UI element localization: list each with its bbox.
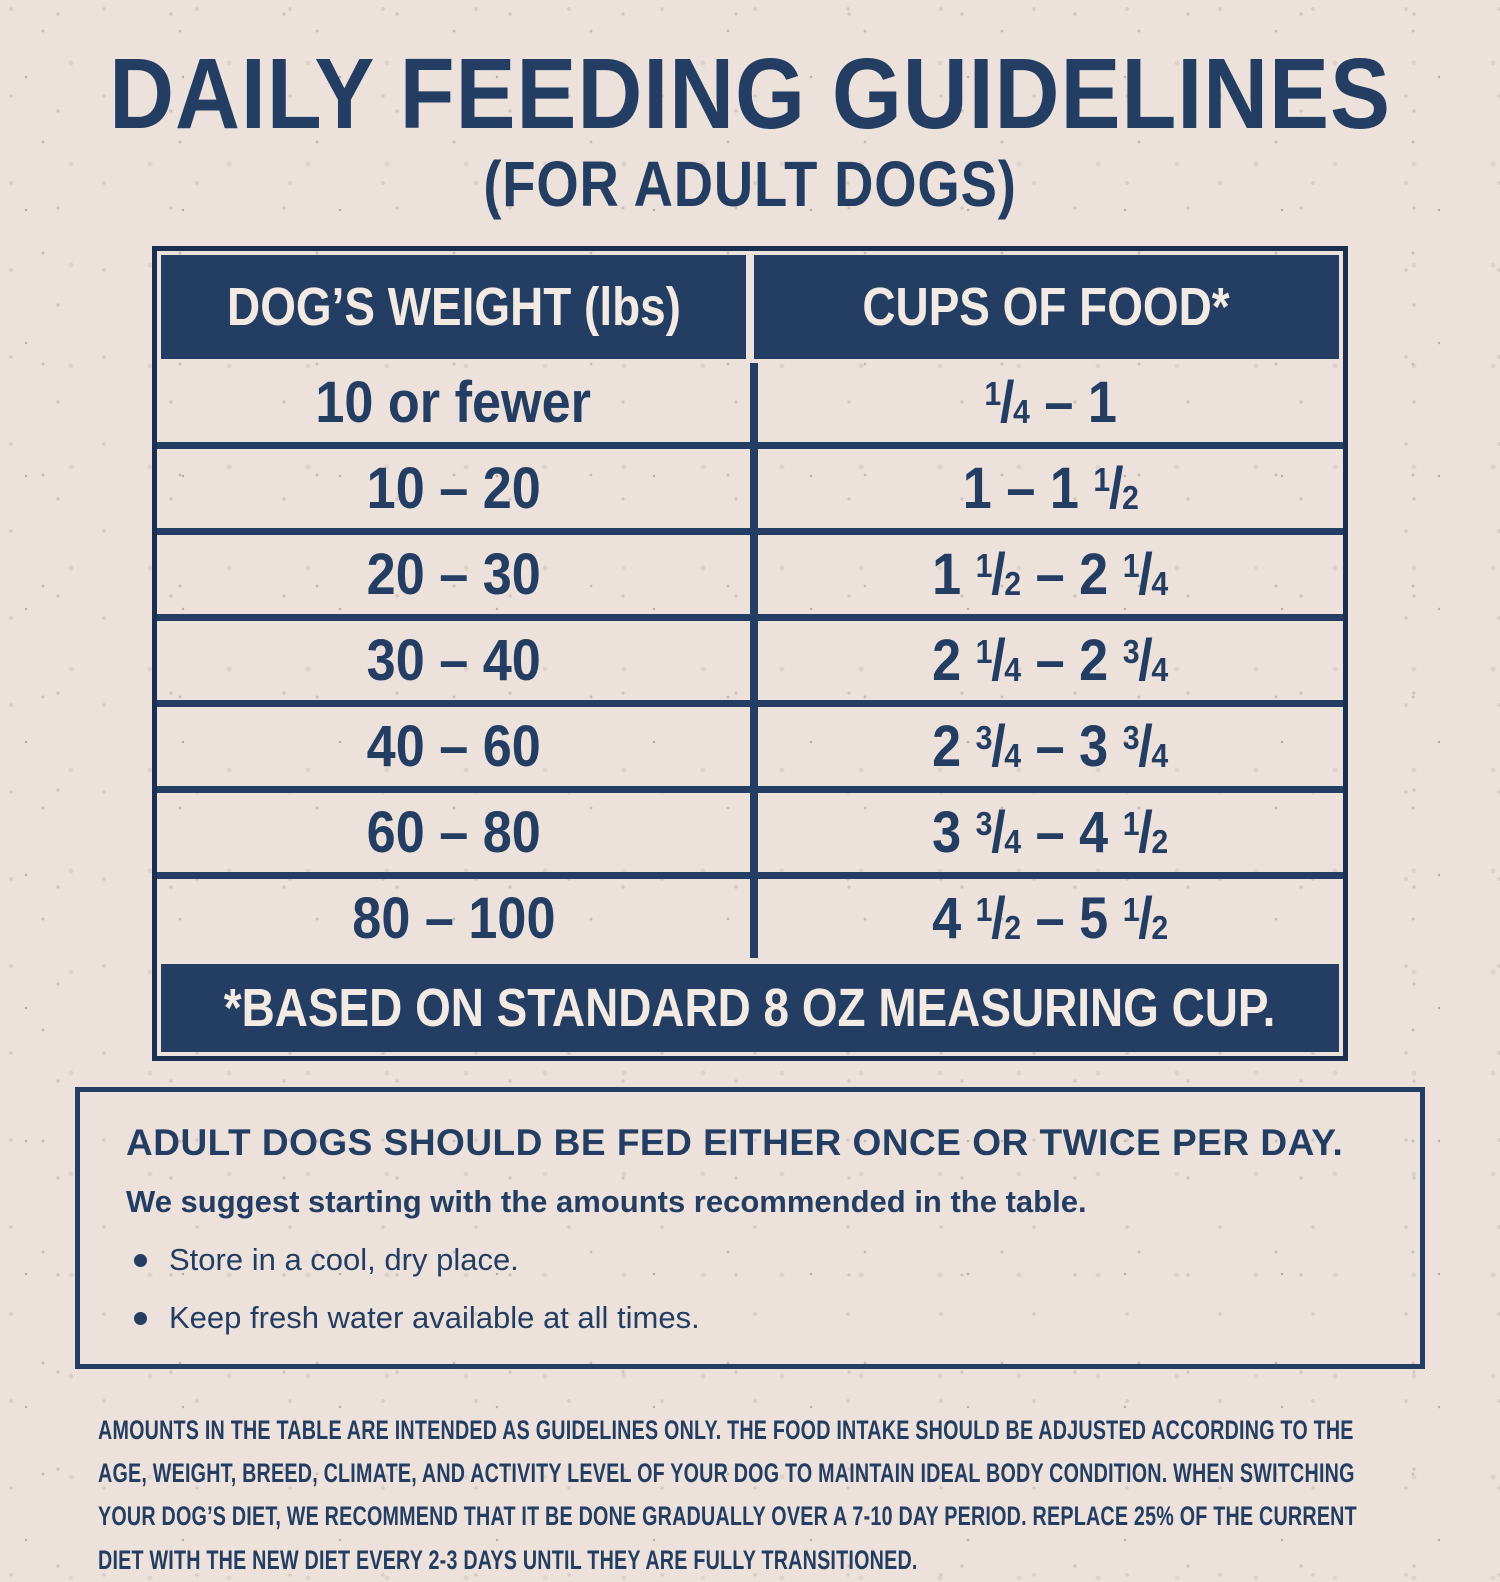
cups-value: 2 3/4 – 3 3/4 — [932, 714, 1169, 779]
weight-cell: 40 – 60 — [157, 707, 750, 786]
header-cups-of-food-label: CUPS OF FOOD* — [862, 277, 1231, 337]
list-item: Keep fresh water available at all times. — [126, 1300, 1374, 1336]
weight-value: 80 – 100 — [351, 886, 556, 951]
bullet-text: Keep fresh water available at all times. — [169, 1300, 700, 1335]
table-row: 40 – 60 2 3/4 – 3 3/4 — [157, 700, 1343, 786]
weight-cell: 10 – 20 — [157, 449, 750, 528]
disclaimer-section: AMOUNTS IN THE TABLE ARE INTENDED AS GUI… — [98, 1409, 1402, 1582]
table-row: 10 – 20 1 – 1 1/2 — [157, 442, 1343, 528]
cups-value: 4 1/2 – 5 1/2 — [932, 886, 1169, 951]
header-cups-of-food: CUPS OF FOOD* — [754, 255, 1339, 359]
feeding-table-body: 10 or fewer 1/4 – 1 10 – 20 1 – 1 1/2 20… — [157, 363, 1343, 958]
bullet-dot-icon — [134, 1311, 147, 1325]
header-dogs-weight-label: DOG’S WEIGHT (lbs) — [226, 277, 681, 337]
info-subheading: We suggest starting with the amounts rec… — [126, 1184, 1087, 1219]
weight-cell: 80 – 100 — [157, 879, 750, 958]
table-row: 80 – 100 4 1/2 – 5 1/2 — [157, 872, 1343, 958]
header-column-divider — [746, 255, 754, 359]
info-bullet-list: Store in a cool, dry place. Keep fresh w… — [126, 1242, 1374, 1336]
feeding-table: DOG’S WEIGHT (lbs) CUPS OF FOOD* 10 or f… — [152, 246, 1348, 1061]
weight-value: 30 – 40 — [366, 628, 541, 693]
cups-cell: 2 1/4 – 2 3/4 — [750, 621, 1343, 700]
table-footnote-bar: *BASED ON STANDARD 8 OZ MEASURING CUP. — [161, 964, 1339, 1052]
header-dogs-weight: DOG’S WEIGHT (lbs) — [161, 255, 746, 359]
list-item: Store in a cool, dry place. — [126, 1242, 1374, 1278]
cups-cell: 3 3/4 – 4 1/2 — [750, 793, 1343, 872]
info-heading: ADULT DOGS SHOULD BE FED EITHER ONCE OR … — [126, 1122, 1344, 1163]
cups-cell: 1 – 1 1/2 — [750, 449, 1343, 528]
weight-value: 10 or fewer — [315, 370, 592, 435]
cups-cell: 1 1/2 – 2 1/4 — [750, 535, 1343, 614]
table-row: 10 or fewer 1/4 – 1 — [157, 363, 1343, 442]
feeding-table-header: DOG’S WEIGHT (lbs) CUPS OF FOOD* — [161, 255, 1339, 359]
weight-value: 20 – 30 — [366, 542, 541, 607]
page-title: DAILY FEEDING GUIDELINES — [109, 38, 1391, 150]
cups-cell: 1/4 – 1 — [750, 363, 1343, 442]
bullet-text: Store in a cool, dry place. — [169, 1242, 519, 1277]
cups-value: 3 3/4 – 4 1/2 — [932, 800, 1169, 865]
weight-cell: 20 – 30 — [157, 535, 750, 614]
table-row: 60 – 80 3 3/4 – 4 1/2 — [157, 786, 1343, 872]
cups-value: 1 1/2 – 2 1/4 — [932, 542, 1169, 607]
cups-value: 2 1/4 – 2 3/4 — [932, 628, 1169, 693]
weight-value: 40 – 60 — [366, 714, 541, 779]
feeding-info-box: ADULT DOGS SHOULD BE FED EITHER ONCE OR … — [75, 1087, 1425, 1369]
cups-cell: 2 3/4 – 3 3/4 — [750, 707, 1343, 786]
feeding-guidelines-panel: DAILY FEEDING GUIDELINES (FOR ADULT DOGS… — [75, 38, 1425, 1575]
cups-value: 1 – 1 1/2 — [962, 456, 1139, 521]
weight-cell: 60 – 80 — [157, 793, 750, 872]
weight-value: 10 – 20 — [366, 456, 541, 521]
weight-value: 60 – 80 — [366, 800, 541, 865]
bullet-dot-icon — [134, 1253, 147, 1267]
disclaimer-text: AMOUNTS IN THE TABLE ARE INTENDED AS GUI… — [98, 1415, 1357, 1575]
weight-cell: 10 or fewer — [157, 363, 750, 442]
table-footnote: *BASED ON STANDARD 8 OZ MEASURING CUP. — [224, 978, 1276, 1038]
cups-cell: 4 1/2 – 5 1/2 — [750, 879, 1343, 958]
weight-cell: 30 – 40 — [157, 621, 750, 700]
page-subtitle: (FOR ADULT DOGS) — [483, 148, 1017, 220]
table-row: 20 – 30 1 1/2 – 2 1/4 — [157, 528, 1343, 614]
cups-value: 1/4 – 1 — [984, 370, 1117, 435]
table-row: 30 – 40 2 1/4 – 2 3/4 — [157, 614, 1343, 700]
